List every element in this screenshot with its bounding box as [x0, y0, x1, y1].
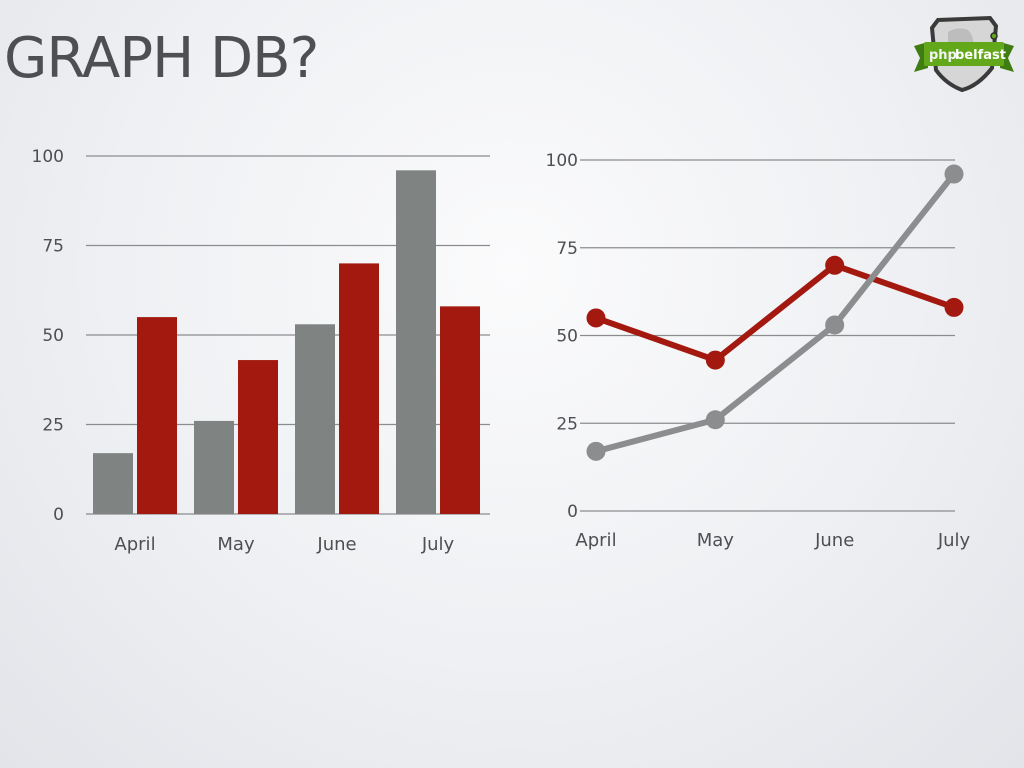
bar-x-tick: June [316, 534, 356, 555]
line-y-tick: 25 [556, 414, 578, 434]
series-point [825, 315, 845, 335]
phpbelfast-logo: php belfast [914, 15, 1014, 92]
series-point [705, 410, 725, 430]
bar-chart: 0 25 50 75 100 April May June July [32, 147, 490, 555]
bar [194, 420, 234, 514]
bar-x-tick: April [114, 534, 155, 555]
series-point [944, 297, 964, 317]
slide-title: GRAPH DB? [4, 26, 319, 91]
line-chart: 0 25 50 75 100 April May June July [546, 151, 971, 551]
series-point [705, 350, 725, 370]
line-y-tick: 75 [556, 239, 578, 259]
bar-y-tick: 0 [53, 505, 64, 525]
series-point [586, 308, 606, 328]
line-x-tick: May [697, 530, 735, 551]
logo-text-php: php [929, 48, 957, 63]
line-x-tick: July [937, 530, 971, 551]
bar [137, 317, 177, 514]
bar [396, 170, 436, 514]
bar-y-tick: 100 [32, 147, 64, 167]
line-y-tick: 50 [556, 327, 578, 347]
bar [339, 263, 379, 514]
bar-y-tick: 25 [42, 416, 64, 436]
series-point [586, 441, 606, 461]
series-line [593, 171, 957, 455]
bar-y-tick: 50 [42, 326, 64, 346]
line-x-tick: June [814, 530, 854, 551]
series-point [944, 164, 964, 184]
line-y-tick: 0 [567, 502, 578, 522]
bar-x-tick: July [421, 534, 455, 555]
bar [440, 306, 480, 514]
series-point [825, 255, 845, 275]
series-line [593, 262, 957, 364]
line-y-tick: 100 [546, 151, 578, 171]
line-x-tick: April [575, 530, 616, 551]
bar-x-tick: May [217, 534, 255, 555]
bar-y-tick: 75 [42, 237, 64, 257]
bar [238, 360, 278, 514]
bar [295, 324, 335, 514]
bar [93, 453, 133, 514]
logo-text-belfast: belfast [955, 48, 1006, 63]
banner [924, 42, 1004, 66]
